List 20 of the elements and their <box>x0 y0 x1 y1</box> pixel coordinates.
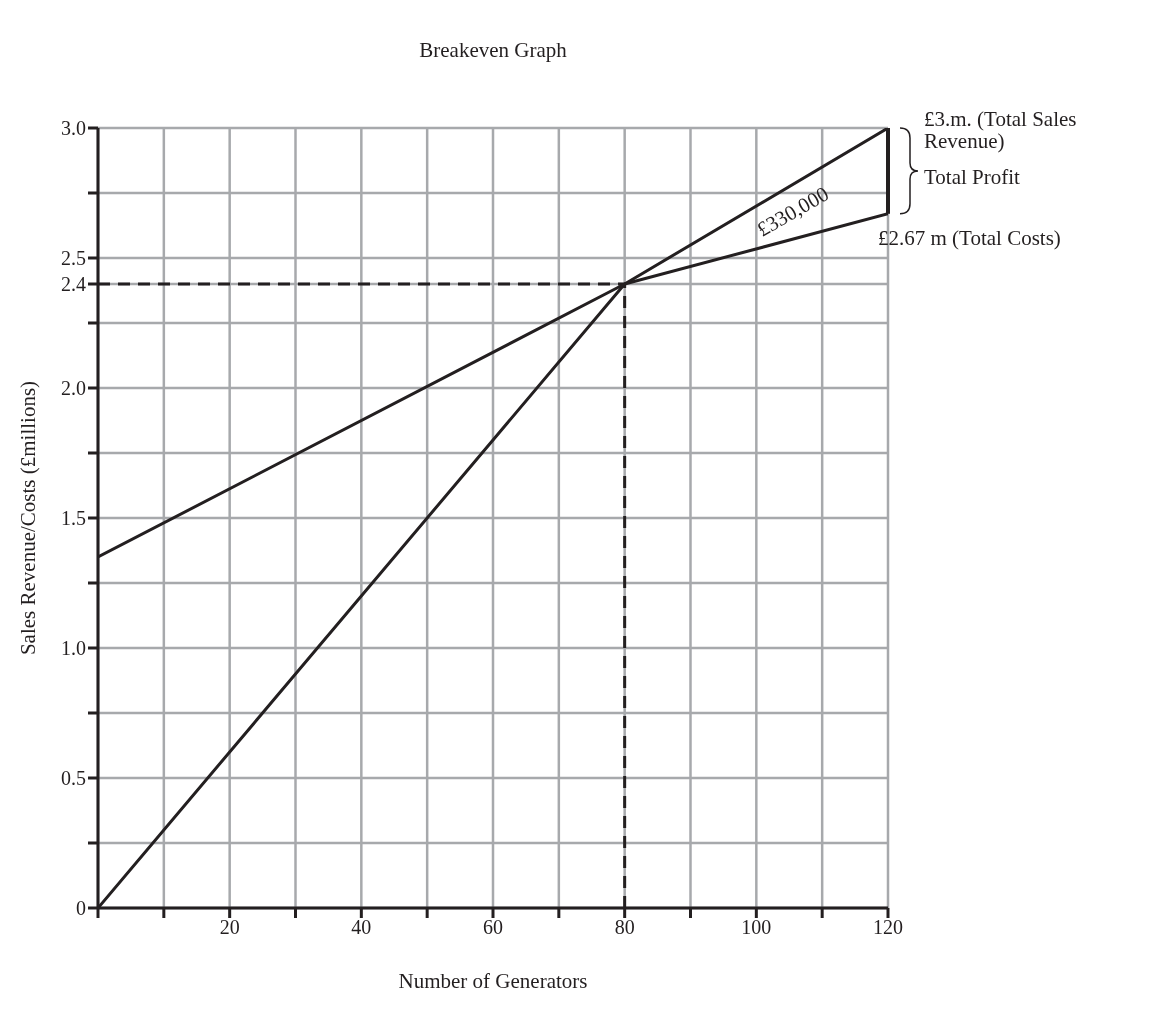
y-axis-title: Sales Revenue/Costs (£millions) <box>16 380 41 656</box>
x-tick-label: 100 <box>741 916 772 939</box>
y-tick-label: 0 <box>76 897 86 920</box>
text: Total Profit <box>924 164 1020 190</box>
annotation: £2.67 m (Total Costs) <box>878 225 1061 251</box>
x-tick-label: 60 <box>483 916 503 939</box>
x-axis-title: Number of Generators <box>398 969 588 993</box>
y-tick-label: 2.5 <box>61 247 86 270</box>
y-tick-label: 2.0 <box>61 377 86 400</box>
x-tick-label: 40 <box>351 916 372 939</box>
x-tick-label: 120 <box>873 916 903 939</box>
x-tick-label: 20 <box>219 916 240 939</box>
x-tick-label: 80 <box>614 916 635 939</box>
y-tick-label: 3.0 <box>61 117 86 140</box>
y-tick-label: 2.4 <box>61 273 86 296</box>
y-tick-label: 1.0 <box>61 637 86 660</box>
y-tick-label: 1.5 <box>61 507 86 530</box>
y-tick-label: 0.5 <box>61 767 86 790</box>
annotation: £3.m. (Total Sales Revenue) <box>924 107 1078 153</box>
chart-title: Breakeven Graph <box>418 38 568 63</box>
